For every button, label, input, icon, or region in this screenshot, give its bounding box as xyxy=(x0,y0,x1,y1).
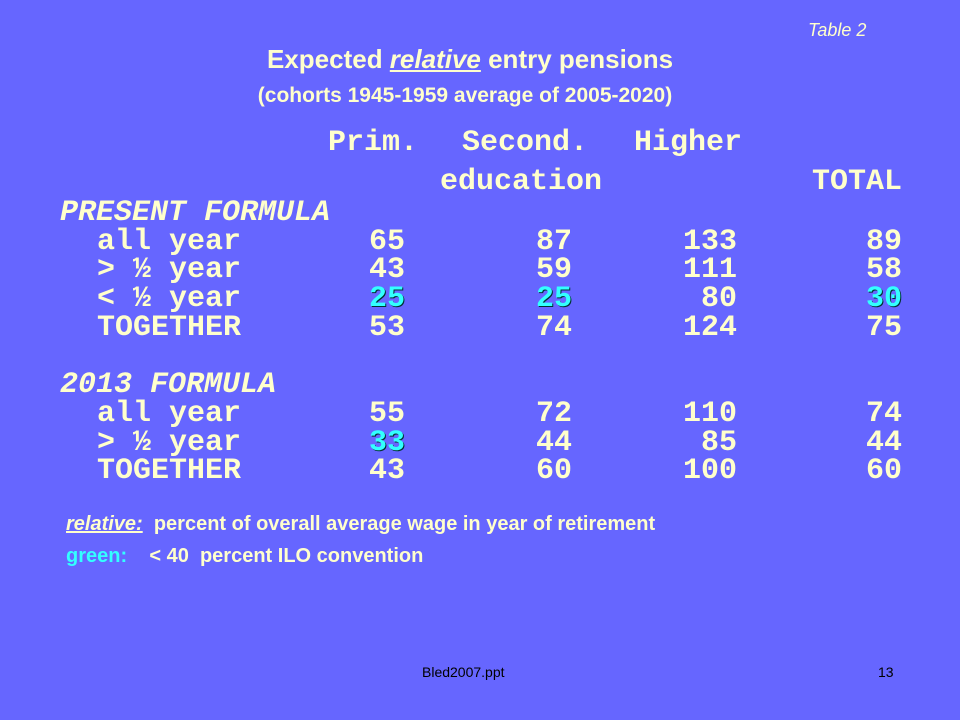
cell: 87 xyxy=(535,224,572,259)
note-text: percent of overall average wage in year … xyxy=(153,513,656,535)
section-label: PRESENT FORMULA xyxy=(60,196,331,230)
page-number: 13 xyxy=(878,664,894,680)
column-header: Second. xyxy=(462,126,589,160)
title-emphasis: relative xyxy=(389,44,481,74)
cell: 58 xyxy=(865,253,902,288)
column-header: TOTAL xyxy=(811,165,902,199)
cell: 124 xyxy=(682,310,737,345)
cell: 133 xyxy=(682,224,737,259)
row-label: > ½ year xyxy=(97,425,242,460)
cell: 55 xyxy=(368,396,405,431)
cell: 44 xyxy=(535,425,572,460)
row-label: TOGETHER xyxy=(97,310,242,345)
subtitle: (cohorts 1945-1959 average of 2005-2020) xyxy=(257,84,673,107)
cell: 25 xyxy=(368,282,405,317)
cell: 60 xyxy=(535,454,572,489)
cell: 33 xyxy=(368,425,405,460)
cell: 100 xyxy=(682,454,737,489)
row-label: all year xyxy=(97,396,242,431)
cell: 44 xyxy=(865,425,902,460)
cell: 43 xyxy=(368,454,405,489)
cell: 43 xyxy=(368,253,405,288)
cell: 111 xyxy=(682,253,737,288)
row-label: all year xyxy=(97,224,242,259)
cell: 85 xyxy=(700,425,737,460)
cell: 60 xyxy=(865,454,902,489)
row-label: < ½ year xyxy=(97,282,242,317)
cell: 89 xyxy=(865,224,902,259)
cell: 53 xyxy=(368,310,405,345)
section-label: 2013 FORMULA xyxy=(60,368,277,403)
cell: 72 xyxy=(535,396,572,431)
column-header: Prim. xyxy=(328,126,419,160)
cell: 65 xyxy=(368,224,405,259)
cell: 25 xyxy=(535,282,572,317)
cell: 30 xyxy=(865,282,902,317)
cell: 75 xyxy=(865,310,902,345)
note: green: < 40 percent ILO convention xyxy=(66,545,423,568)
cell: 59 xyxy=(535,253,572,288)
title-text: Expected xyxy=(266,44,390,74)
row-label: > ½ year xyxy=(97,253,242,288)
cell: 110 xyxy=(682,396,737,431)
note-key: green: xyxy=(66,545,128,567)
cell: 74 xyxy=(865,396,902,431)
column-header: Higher xyxy=(634,126,743,160)
note-text: < 40 percent ILO convention xyxy=(149,545,424,567)
title: Expected relative entry pensions xyxy=(0,44,940,75)
cell: 80 xyxy=(700,282,737,317)
cell: 74 xyxy=(535,310,572,345)
footer-file: Bled2007.ppt xyxy=(422,664,505,680)
column-header: education xyxy=(440,165,603,199)
note: relative: percent of overall average wag… xyxy=(66,513,655,536)
note-key: relative: xyxy=(66,513,143,535)
table-label: Table 2 xyxy=(808,20,867,40)
title-text: entry pensions xyxy=(480,44,674,74)
row-label: TOGETHER xyxy=(97,454,242,489)
